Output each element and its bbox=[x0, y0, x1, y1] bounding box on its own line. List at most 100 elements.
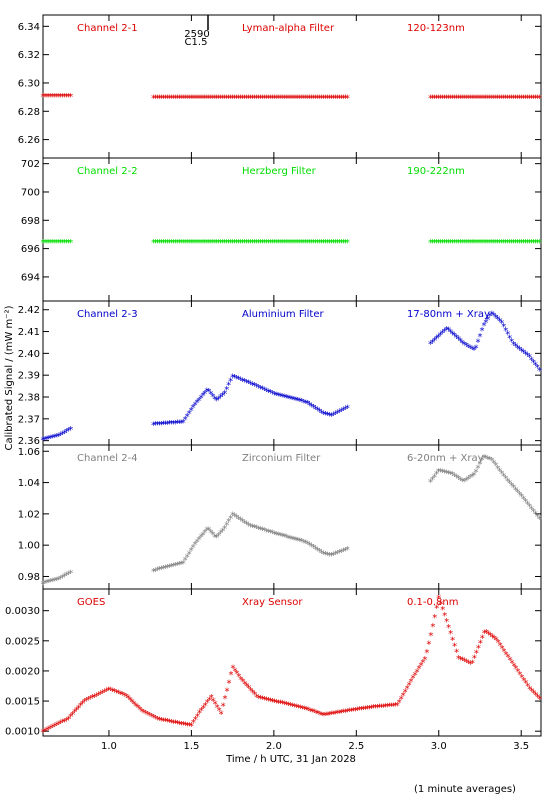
data-point: * bbox=[46, 92, 51, 103]
data-point: * bbox=[462, 477, 467, 488]
data-point: * bbox=[177, 94, 182, 105]
data-point: * bbox=[337, 548, 342, 559]
data-point: * bbox=[464, 658, 469, 669]
data-point: * bbox=[153, 566, 158, 577]
data-point: * bbox=[46, 434, 51, 445]
data-point: * bbox=[238, 675, 243, 686]
data-point: * bbox=[44, 435, 49, 446]
data-point: * bbox=[462, 94, 467, 105]
data-point: * bbox=[476, 464, 481, 475]
data-point: * bbox=[220, 94, 225, 105]
x-tick-label: 1.0 bbox=[101, 741, 117, 752]
data-point: * bbox=[519, 238, 524, 249]
data-point: * bbox=[54, 432, 59, 443]
data-point: * bbox=[397, 698, 402, 709]
data-point: * bbox=[157, 716, 162, 727]
data-point: * bbox=[66, 238, 71, 249]
data-point: * bbox=[521, 676, 526, 687]
data-point: * bbox=[300, 704, 305, 715]
panel-frame bbox=[42, 14, 542, 159]
data-point: * bbox=[411, 674, 416, 685]
data-point: * bbox=[291, 395, 296, 406]
data-point: * bbox=[62, 428, 67, 439]
data-point: * bbox=[153, 94, 158, 105]
data-point: * bbox=[438, 238, 443, 249]
data-point: * bbox=[466, 658, 471, 669]
data-point: * bbox=[189, 546, 194, 557]
data-point: * bbox=[177, 418, 182, 429]
data-point: * bbox=[218, 94, 223, 105]
data-point: * bbox=[181, 418, 186, 429]
data-point: * bbox=[405, 684, 410, 695]
data-point: * bbox=[244, 238, 249, 249]
x-tick-label: 3.0 bbox=[431, 741, 447, 752]
data-point: * bbox=[165, 563, 170, 574]
data-point: * bbox=[507, 656, 512, 667]
data-point: * bbox=[477, 238, 482, 249]
data-point: * bbox=[189, 94, 194, 105]
data-point: * bbox=[153, 238, 158, 249]
data-point: * bbox=[503, 94, 508, 105]
data-point: * bbox=[242, 679, 247, 690]
data-point: * bbox=[270, 529, 275, 540]
data-point: * bbox=[66, 92, 71, 103]
data-point: * bbox=[244, 378, 249, 389]
y-tick-label: 696 bbox=[21, 244, 40, 255]
data-point: * bbox=[212, 395, 217, 406]
data-point: * bbox=[68, 569, 73, 580]
data-point: * bbox=[432, 238, 437, 249]
data-point: * bbox=[256, 238, 261, 249]
x-tick-label: 2.0 bbox=[266, 741, 282, 752]
data-point: * bbox=[242, 238, 247, 249]
panel-label: Lyman-alpha Filter bbox=[242, 23, 335, 34]
data-point: * bbox=[470, 94, 475, 105]
data-point: * bbox=[153, 714, 158, 725]
data-point: * bbox=[246, 94, 251, 105]
data-point: * bbox=[331, 94, 336, 105]
data-point: * bbox=[444, 617, 449, 628]
data-point: * bbox=[70, 710, 75, 721]
data-point: * bbox=[529, 94, 534, 105]
data-point: * bbox=[496, 638, 501, 649]
data-point: * bbox=[454, 238, 459, 249]
data-point: * bbox=[236, 375, 241, 386]
data-point: * bbox=[64, 238, 69, 249]
data-point: * bbox=[195, 94, 200, 105]
data-point: * bbox=[367, 704, 372, 715]
data-point: * bbox=[238, 94, 243, 105]
data-point: * bbox=[523, 94, 528, 105]
data-point: * bbox=[529, 238, 534, 249]
data-point: * bbox=[78, 701, 83, 712]
data-point: * bbox=[159, 565, 164, 576]
data-point: * bbox=[407, 681, 412, 692]
data-point: * bbox=[531, 238, 536, 249]
data-point: * bbox=[460, 94, 465, 105]
data-point: * bbox=[303, 94, 308, 105]
data-point: * bbox=[124, 692, 129, 703]
data-point: * bbox=[260, 526, 265, 537]
data-point: * bbox=[161, 420, 166, 431]
data-point: * bbox=[489, 309, 494, 320]
data-point: * bbox=[458, 337, 463, 348]
data-point: * bbox=[72, 708, 77, 719]
data-point: * bbox=[509, 94, 514, 105]
data-point: * bbox=[238, 376, 243, 387]
data-point: * bbox=[282, 700, 287, 711]
data-point: * bbox=[290, 701, 295, 712]
footnote: (1 minute averages) bbox=[414, 784, 516, 795]
data-point: * bbox=[321, 550, 326, 561]
data-point: * bbox=[185, 94, 190, 105]
data-point: * bbox=[385, 702, 390, 713]
data-point: * bbox=[222, 238, 227, 249]
data-point: * bbox=[487, 94, 492, 105]
data-point: * bbox=[329, 94, 334, 105]
data-point: * bbox=[521, 348, 526, 359]
data-point: * bbox=[517, 670, 522, 681]
y-tick-label: 698 bbox=[21, 216, 40, 227]
data-point: * bbox=[42, 726, 47, 737]
data-point: * bbox=[169, 94, 174, 105]
data-point: * bbox=[535, 94, 540, 105]
data-point: * bbox=[474, 468, 479, 479]
data-point: * bbox=[46, 724, 51, 735]
data-point: * bbox=[232, 373, 237, 384]
